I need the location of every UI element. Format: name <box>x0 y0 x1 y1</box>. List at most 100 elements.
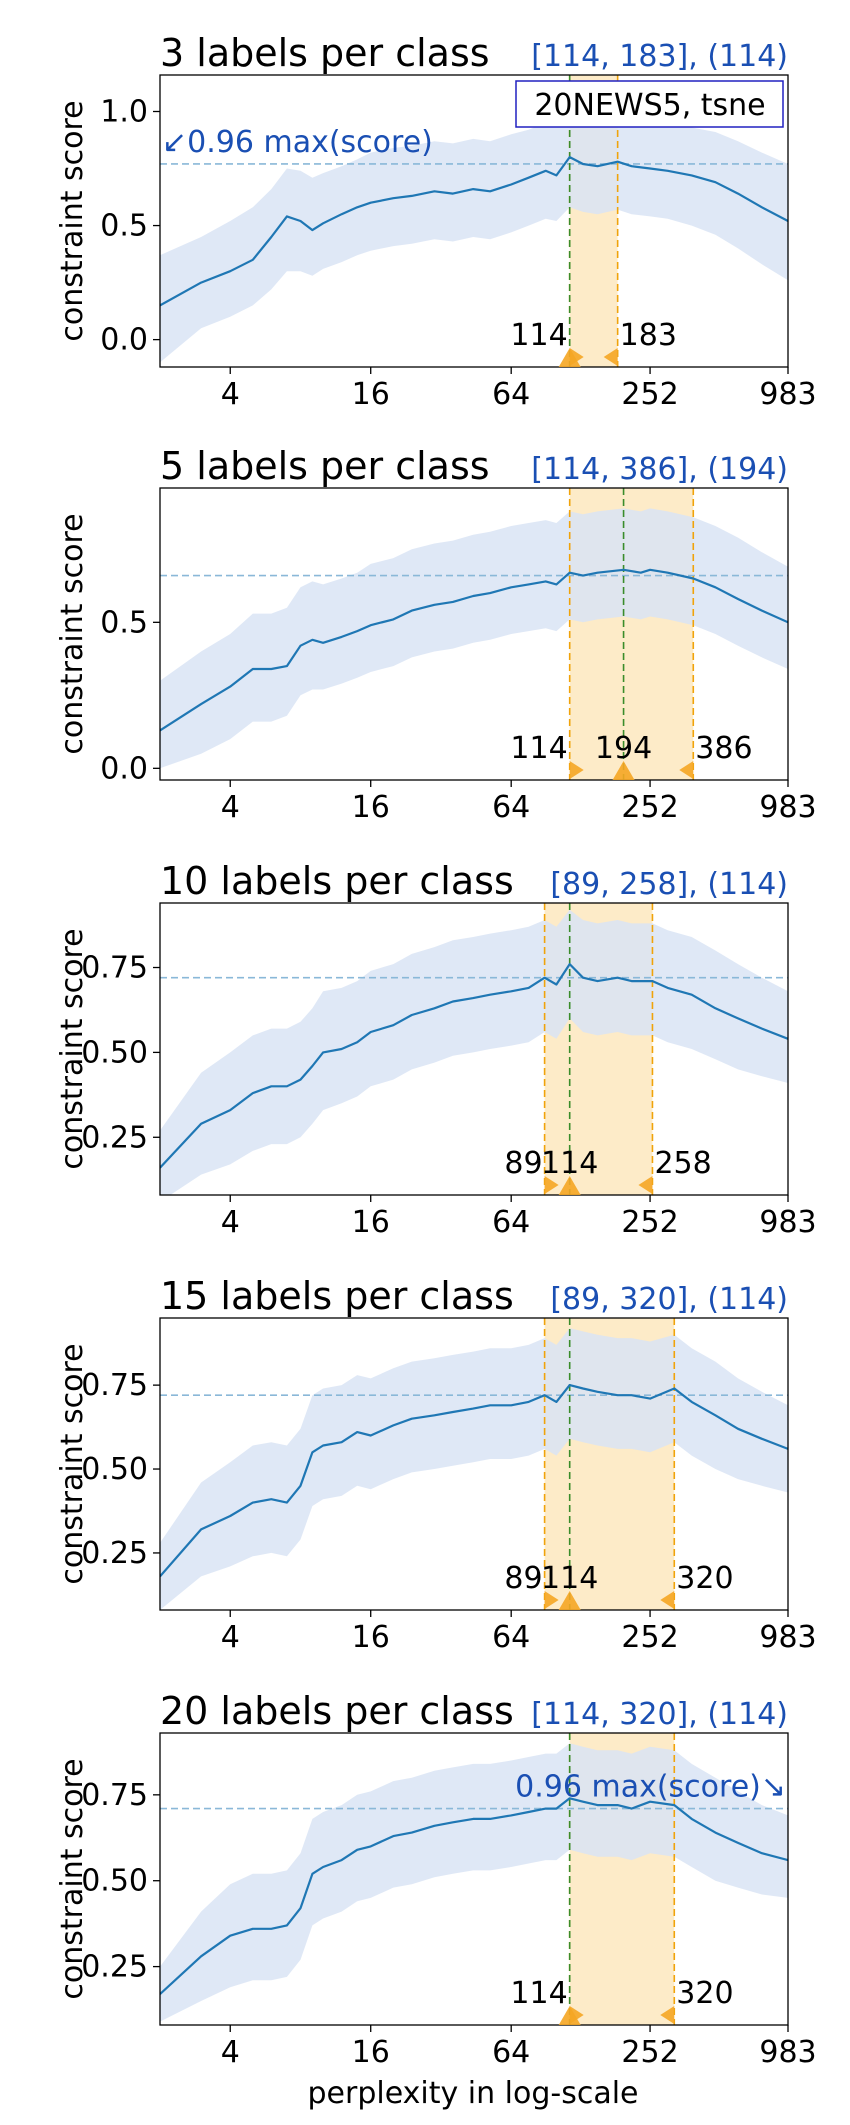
range-end-label: 258 <box>654 1146 711 1181</box>
x-tick-label: 4 <box>221 1620 240 1655</box>
chart-title: 10 labels per class <box>160 859 514 903</box>
range-end-marker <box>603 348 618 366</box>
x-tick-label: 252 <box>621 790 678 825</box>
x-tick-label: 983 <box>759 790 816 825</box>
range-start-marker <box>544 1176 559 1194</box>
y-axis-label: constraint score <box>55 100 90 341</box>
y-tick-label: 0.50 <box>81 1452 148 1487</box>
best-marker <box>612 761 635 780</box>
plot-area <box>160 1733 788 2025</box>
chart-title: 3 labels per class <box>160 31 490 75</box>
chart-title: 5 labels per class <box>160 444 490 488</box>
legend-frame <box>515 80 784 128</box>
std-band <box>160 508 788 769</box>
axes-frame <box>159 1732 789 2026</box>
y-axis-label: constraint score <box>55 513 90 754</box>
x-tick-label: 16 <box>352 1620 390 1655</box>
y-tick-label: 0.5 <box>100 605 148 640</box>
range-annotation: [89, 320], (114) <box>550 1282 788 1317</box>
range-end-marker <box>660 2006 675 2024</box>
x-tick-label: 64 <box>492 2035 530 2070</box>
mean-score-line <box>160 156 788 307</box>
range-end-label: 386 <box>695 731 752 766</box>
x-tick-label: 4 <box>221 377 240 412</box>
x-tick-label: 16 <box>352 1205 390 1240</box>
range-start-label: 89 <box>504 1561 542 1596</box>
y-tick-label: 1.0 <box>100 95 148 130</box>
y-tick-label: 0.25 <box>81 1950 148 1985</box>
range-annotation: [114, 386], (194) <box>531 452 788 487</box>
chart-title: 15 labels per class <box>160 1274 514 1318</box>
x-tick-label: 16 <box>352 2035 390 2070</box>
std-band <box>160 106 788 363</box>
plot-area <box>160 903 788 1195</box>
y-tick-label: 0.75 <box>81 951 148 986</box>
range-start-label: 89 <box>504 1146 542 1181</box>
chart-title: 20 labels per class <box>160 1689 514 1733</box>
mean-score-line <box>160 568 788 732</box>
best-label: 114 <box>541 1146 598 1181</box>
best-label: 194 <box>595 731 652 766</box>
range-start-label: 114 <box>510 1976 567 2011</box>
chart-panel-3: 89 258 114 0.25 0.50 0.75 4 16 64 252 983 constrain… <box>55 859 817 1240</box>
y-tick-label: 0.0 <box>100 323 148 358</box>
range-annotation: [114, 320], (114) <box>531 1697 788 1732</box>
range-end-label: 320 <box>676 1976 733 2011</box>
chart-panel-2: 114 386 194 0.0 0.5 4 16 64 252 983 constraint sco… <box>55 444 817 825</box>
x-tick-label: 983 <box>759 2035 816 2070</box>
legend-box: 20NEWS5, tsne <box>515 80 784 128</box>
x-tick-label: 983 <box>759 1205 816 1240</box>
y-tick-label: 0.25 <box>81 1120 148 1155</box>
chart-panel-5: 114 320 0.25 0.50 0.75 4 16 64 252 983 constraint … <box>55 1689 817 2070</box>
chart-panel-4: 89 320 114 0.25 0.50 0.75 4 16 64 252 983 constrain… <box>55 1274 817 1655</box>
plot-area <box>160 488 788 780</box>
y-axis-label: constraint score <box>55 928 90 1169</box>
y-axis-label: constraint score <box>55 1343 90 1584</box>
x-tick-label: 252 <box>621 2035 678 2070</box>
threshold-annotation: 0.96 max(score)↘ <box>515 1770 786 1805</box>
range-end-label: 320 <box>676 1561 733 1596</box>
y-tick-label: 0.75 <box>81 1778 148 1813</box>
x-tick-label: 983 <box>759 377 816 412</box>
x-tick-label: 4 <box>221 790 240 825</box>
y-tick-label: 0.0 <box>100 751 148 786</box>
x-tick-label: 983 <box>759 1620 816 1655</box>
mean-score-line <box>160 963 788 1169</box>
axes-frame <box>159 487 789 781</box>
y-tick-label: 0.75 <box>81 1368 148 1403</box>
range-annotation: [89, 258], (114) <box>550 867 788 902</box>
plot-area <box>160 1318 788 1610</box>
x-tick-label: 64 <box>492 377 530 412</box>
best-marker <box>558 2006 581 2025</box>
y-tick-label: 0.50 <box>81 1864 148 1899</box>
range-end-marker <box>679 761 694 779</box>
legend-text: 20NEWS5, tsne <box>534 88 765 123</box>
x-tick-label: 252 <box>621 1620 678 1655</box>
range-annotation: [114, 183], (114) <box>531 39 788 74</box>
range-end-marker <box>638 1176 653 1194</box>
x-tick-label: 252 <box>621 1205 678 1240</box>
x-tick-label: 4 <box>221 1205 240 1240</box>
range-start-marker <box>569 761 584 779</box>
x-tick-label: 64 <box>492 1205 530 1240</box>
chart-panel-1: 114 183 0.0 0.5 1.0 4 16 64 252 983 constraint sco… <box>55 31 817 412</box>
std-band <box>160 1743 788 2022</box>
x-tick-label: 64 <box>492 790 530 825</box>
range-start-label: 114 <box>510 318 567 353</box>
axes-frame <box>159 902 789 1196</box>
y-tick-label: 0.5 <box>100 209 148 244</box>
x-axis-label: perplexity in log-scale <box>307 2076 638 2111</box>
range-start-marker <box>544 1591 559 1609</box>
axes-frame <box>159 74 789 368</box>
range-end-marker <box>660 1591 675 1609</box>
x-tick-label: 16 <box>352 790 390 825</box>
x-tick-label: 4 <box>221 2035 240 2070</box>
y-tick-label: 0.25 <box>81 1536 148 1571</box>
best-label: 114 <box>541 1561 598 1596</box>
axes-frame <box>159 1317 789 1611</box>
y-tick-label: 0.50 <box>81 1035 148 1070</box>
x-tick-label: 64 <box>492 1620 530 1655</box>
best-marker <box>558 1591 581 1610</box>
std-band <box>160 1328 788 1610</box>
